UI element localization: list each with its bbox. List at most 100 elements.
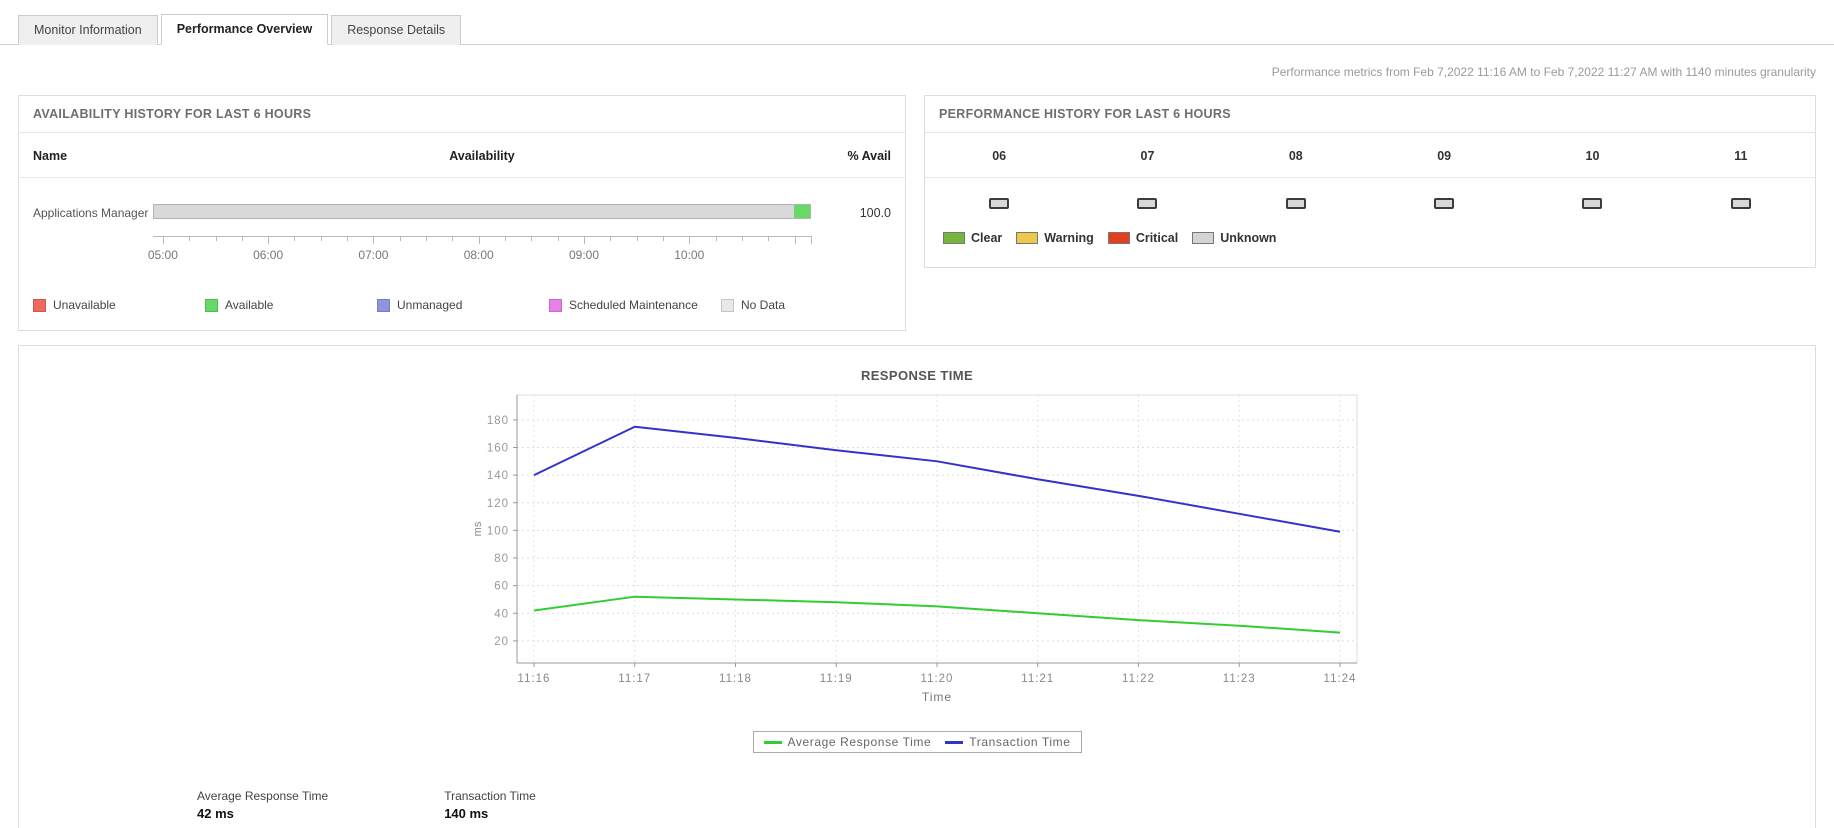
scheduled-maintenance-swatch	[549, 298, 562, 312]
legend-label: Critical	[1135, 231, 1179, 245]
legend-item-transaction-time[interactable]: Transaction Time	[945, 735, 1070, 749]
legend-item-clear[interactable]: Clear	[943, 231, 1002, 245]
axis-label: 05:00	[147, 248, 178, 262]
svg-text:11:23: 11:23	[1223, 673, 1256, 685]
column-header-name: Name	[33, 149, 68, 163]
legend-item-no-data[interactable]: No Data	[721, 298, 785, 312]
hour-status-box-08[interactable]	[1285, 198, 1306, 209]
svg-text:40: 40	[494, 608, 509, 620]
hour-label-10: 10	[1585, 149, 1600, 163]
hour-label-11: 11	[1734, 149, 1748, 163]
hour-cell-09	[1370, 198, 1518, 209]
chart-title: RESPONSE TIME	[860, 368, 974, 383]
legend-item-average-response-time[interactable]: Average Response Time	[763, 735, 932, 749]
axis-major-tick	[689, 236, 691, 244]
critical-swatch	[1107, 232, 1130, 244]
hour-label-09: 09	[1437, 149, 1452, 163]
available-swatch	[205, 298, 218, 312]
axis-major-tick	[373, 236, 375, 244]
svg-text:80: 80	[494, 553, 509, 565]
legend-label: Scheduled Maintenance	[569, 298, 698, 312]
chart-legend: Average Response Time Transaction Time	[752, 731, 1082, 753]
performance-hour-labels: 06 07 08 09 10 11	[925, 133, 1815, 178]
hour-cell-08	[1222, 198, 1370, 209]
availability-segment-no-data	[154, 205, 795, 218]
availability-panel-title: AVAILABILITY HISTORY FOR LAST 6 HOURS	[19, 96, 905, 133]
axis-minor-tick	[426, 236, 428, 241]
axis-minor-tick	[741, 236, 743, 241]
stat-average-response-time: Average Response Time 42 ms	[197, 789, 328, 821]
axis-minor-tick	[215, 236, 217, 241]
hour-status-box-10[interactable]	[1582, 198, 1603, 209]
axis-minor-tick	[347, 236, 349, 241]
stat-label: Average Response Time	[197, 789, 329, 803]
tab-performance-overview[interactable]: Performance Overview	[160, 14, 329, 45]
svg-text:11:16: 11:16	[518, 673, 551, 685]
availability-history-panel: AVAILABILITY HISTORY FOR LAST 6 HOURS Na…	[18, 95, 906, 331]
performance-hour-boxes	[925, 178, 1815, 217]
legend-label: Warning	[1044, 231, 1094, 245]
transaction-time-line-swatch	[945, 740, 964, 744]
svg-text:160: 160	[487, 442, 509, 454]
hour-cell-10	[1518, 198, 1666, 209]
legend-label: Transaction Time	[969, 735, 1071, 749]
axis-minor-tick	[715, 236, 717, 241]
average-response-time-line-swatch	[763, 740, 782, 744]
axis-major-tick	[811, 236, 812, 244]
legend-item-unmanaged[interactable]: Unmanaged	[377, 298, 549, 312]
axis-minor-tick	[294, 236, 296, 241]
axis-minor-tick	[557, 236, 559, 241]
hour-status-box-07[interactable]	[1137, 198, 1158, 209]
availability-bar[interactable]	[153, 204, 811, 219]
availability-bar-wrap: 05:00 06:00 07:00 08:00 09:00 10:00	[148, 198, 812, 276]
legend-item-available[interactable]: Available	[205, 298, 377, 312]
availability-table-header: Name Availability % Avail	[19, 133, 905, 178]
hour-status-box-09[interactable]	[1434, 198, 1455, 209]
legend-item-unavailable[interactable]: Unavailable	[33, 298, 205, 312]
hour-cell-07	[1073, 198, 1221, 209]
legend-item-warning[interactable]: Warning	[1016, 231, 1094, 245]
stat-transaction-time: Transaction Time 140 ms	[444, 789, 536, 821]
axis-minor-tick	[662, 236, 664, 241]
legend-item-critical[interactable]: Critical	[1107, 231, 1179, 245]
axis-major-tick	[583, 236, 585, 244]
legend-label: Unmanaged	[397, 298, 463, 312]
axis-label: 07:00	[358, 248, 389, 262]
svg-text:11:18: 11:18	[719, 673, 752, 685]
no-data-swatch	[721, 298, 734, 312]
axis-label: 08:00	[463, 248, 494, 262]
axis-minor-tick	[636, 236, 638, 241]
warning-swatch	[1016, 232, 1039, 244]
monitor-name[interactable]: Applications Manager	[33, 206, 149, 220]
tab-response-details[interactable]: Response Details	[331, 15, 462, 45]
legend-label: Clear	[971, 231, 1003, 245]
tab-bar: Monitor Information Performance Overview R…	[0, 0, 1834, 45]
legend-label: Average Response Time	[787, 735, 932, 749]
axis-major-tick	[478, 236, 480, 244]
legend-item-scheduled-maintenance[interactable]: Scheduled Maintenance	[549, 298, 721, 312]
hour-label-08: 08	[1288, 149, 1303, 163]
axis-minor-tick	[452, 236, 454, 241]
legend-item-unknown[interactable]: Unknown	[1192, 231, 1276, 245]
table-row: Applications Manager 05:00 06:00 07:00 08:0…	[19, 178, 905, 282]
svg-text:60: 60	[494, 581, 509, 593]
hour-status-box-11[interactable]	[1730, 198, 1751, 209]
column-header-availability: Availability	[449, 149, 515, 163]
axis-label: 06:00	[253, 248, 284, 262]
performance-panel-title: PERFORMANCE HISTORY FOR LAST 6 HOURS	[925, 96, 1815, 133]
axis-minor-tick	[399, 236, 401, 241]
percent-avail-value: 100.0	[859, 206, 891, 220]
column-header-percent-avail: % Avail	[847, 149, 891, 163]
hour-status-box-06[interactable]	[989, 198, 1010, 209]
legend-label: Unknown	[1220, 231, 1277, 245]
tab-monitor-information[interactable]: Monitor Information	[18, 15, 158, 45]
performance-legend: Clear Warning Critical Unknown	[925, 217, 1815, 267]
svg-text:Time: Time	[922, 690, 952, 704]
svg-text:140: 140	[487, 470, 509, 482]
svg-text:20: 20	[494, 636, 509, 648]
clear-swatch	[943, 232, 965, 244]
unmanaged-swatch	[377, 298, 390, 312]
stat-value: 42 ms	[197, 806, 234, 821]
top-panels-row: AVAILABILITY HISTORY FOR LAST 6 HOURS Na…	[18, 95, 1816, 331]
legend-label: Unavailable	[53, 298, 116, 312]
